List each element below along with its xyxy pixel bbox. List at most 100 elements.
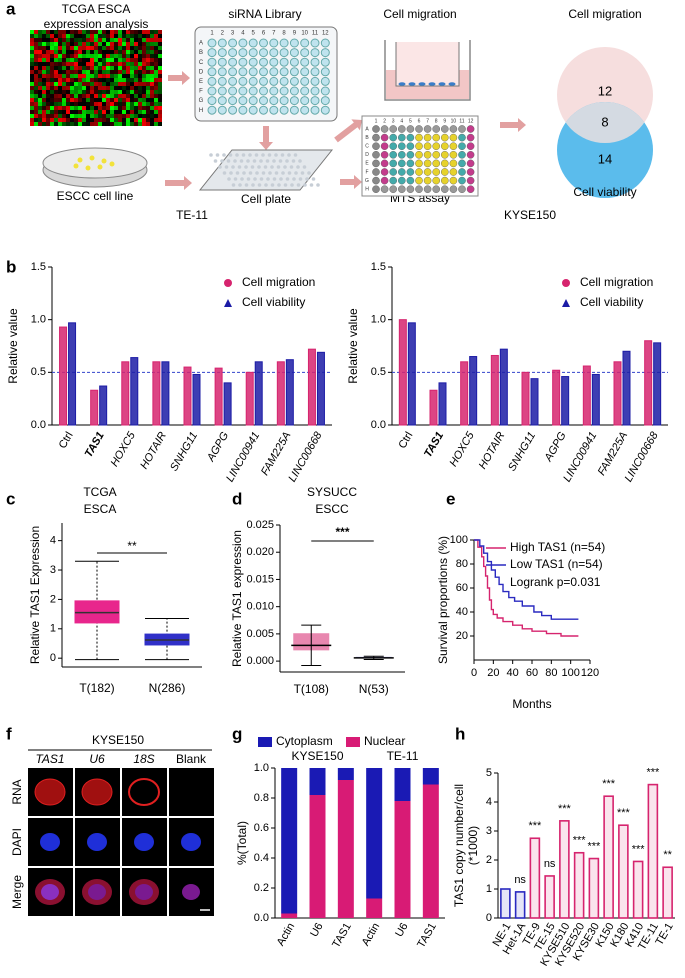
mts-col-label: 12 <box>468 118 474 124</box>
mts-well <box>389 150 398 159</box>
heatmap-cell <box>66 102 70 106</box>
heatmap-cell <box>98 110 102 114</box>
heatmap-cell <box>134 110 138 114</box>
heatmap-cell <box>54 34 58 38</box>
heatmap-cell <box>146 118 150 122</box>
heatmap-cell <box>158 30 162 34</box>
heatmap-cell <box>58 30 62 34</box>
plate-well <box>300 48 310 58</box>
heatmap-cell <box>106 38 110 42</box>
y-tick-label: 1 <box>50 623 56 635</box>
y-tick-label: 1.5 <box>31 261 46 273</box>
heatmap-cell <box>74 94 78 98</box>
legend-label: Cell viability <box>580 295 643 309</box>
significance: *** <box>573 835 587 847</box>
heatmap-cell <box>158 82 162 86</box>
heatmap-cell <box>82 122 86 126</box>
cell-plate-well <box>264 183 268 187</box>
heatmap-cell <box>50 98 54 102</box>
heatmap-cell <box>82 90 86 94</box>
mts-well <box>397 168 406 176</box>
heatmap-cell <box>106 94 110 98</box>
heatmap-cell <box>110 34 114 38</box>
migrating-cell <box>448 82 456 86</box>
micro-title: KYSE150 <box>92 733 144 747</box>
x-tick-label: N(286) <box>149 681 186 695</box>
heatmap-cell <box>70 30 74 34</box>
heatmap-cell <box>78 58 82 62</box>
plate-well <box>269 38 279 48</box>
mts-col-label: 4 <box>400 118 403 124</box>
heatmap-cell <box>98 50 102 54</box>
heatmap-cell <box>86 78 90 82</box>
plate-row-label: H <box>199 108 203 114</box>
cell-plate-well <box>246 159 250 163</box>
y-tick-label: 0.0 <box>31 419 46 431</box>
bar <box>59 326 68 426</box>
heatmap-cell <box>46 94 50 98</box>
plate-well <box>269 48 279 58</box>
heatmap-cell <box>106 62 110 66</box>
cell-plate-well <box>235 153 239 157</box>
heatmap-cell <box>130 38 134 42</box>
y-tick-label: 0 <box>50 652 56 664</box>
cell-plate-well <box>222 171 227 175</box>
heatmap-cell <box>122 30 126 34</box>
heatmap-cell <box>154 114 158 118</box>
plate-well <box>248 86 258 96</box>
x-tick-label: HOTAIR <box>138 430 169 471</box>
heatmap-cell <box>50 122 54 126</box>
heatmap-cell <box>102 70 106 74</box>
cell-dapi <box>181 833 201 851</box>
heatmap-cell <box>82 106 86 110</box>
heatmap-cell <box>62 70 66 74</box>
heatmap-cell <box>122 86 126 90</box>
heatmap-cell <box>110 90 114 94</box>
legend-marker <box>562 299 570 307</box>
heatmap-cell <box>42 114 46 118</box>
heatmap-cell <box>46 54 50 58</box>
heatmap-cell <box>118 74 122 78</box>
heatmap-cell <box>158 62 162 66</box>
plate-well <box>217 67 227 77</box>
heatmap-cell <box>62 78 66 82</box>
heatmap-cell <box>30 118 34 122</box>
heatmap-cell <box>142 74 146 78</box>
heatmap-cell <box>42 66 46 70</box>
plate-col-label: 6 <box>262 31 266 37</box>
heatmap-cell <box>82 30 86 34</box>
heatmap-cell <box>66 78 70 82</box>
heatmap-cell <box>50 78 54 82</box>
mts-row-label: D <box>365 152 369 158</box>
heatmap-cell <box>46 50 50 54</box>
cell <box>97 164 103 170</box>
heatmap-cell <box>110 98 114 102</box>
mts-well <box>372 133 380 142</box>
heatmap-cell <box>138 94 142 98</box>
heatmap-cell <box>154 62 158 66</box>
heatmap-cell <box>38 86 42 90</box>
cell-plate-well <box>285 159 289 163</box>
y-tick-label: 0.5 <box>371 366 386 378</box>
y-tick-label: 3 <box>486 825 492 837</box>
heatmap-cell <box>94 70 98 74</box>
heatmap-cell <box>66 42 70 46</box>
heatmap-cell <box>94 102 98 106</box>
heatmap-cell <box>42 70 46 74</box>
heatmap-cell <box>122 42 126 46</box>
heatmap-cell <box>150 110 154 114</box>
plate-well <box>310 76 320 86</box>
mts-well <box>406 159 415 168</box>
heatmap-cell <box>110 46 114 50</box>
mts-well <box>458 150 466 159</box>
heatmap-cell <box>82 118 86 122</box>
heatmap-cell <box>46 66 50 70</box>
heatmap-cell <box>62 94 66 98</box>
heatmap-cell <box>114 62 118 66</box>
heatmap-cell <box>94 82 98 86</box>
bar <box>530 378 539 426</box>
y-tick-label: 2 <box>50 593 56 605</box>
mts-well <box>372 168 380 176</box>
heatmap-cell <box>138 78 142 82</box>
heatmap-cell <box>62 42 66 46</box>
